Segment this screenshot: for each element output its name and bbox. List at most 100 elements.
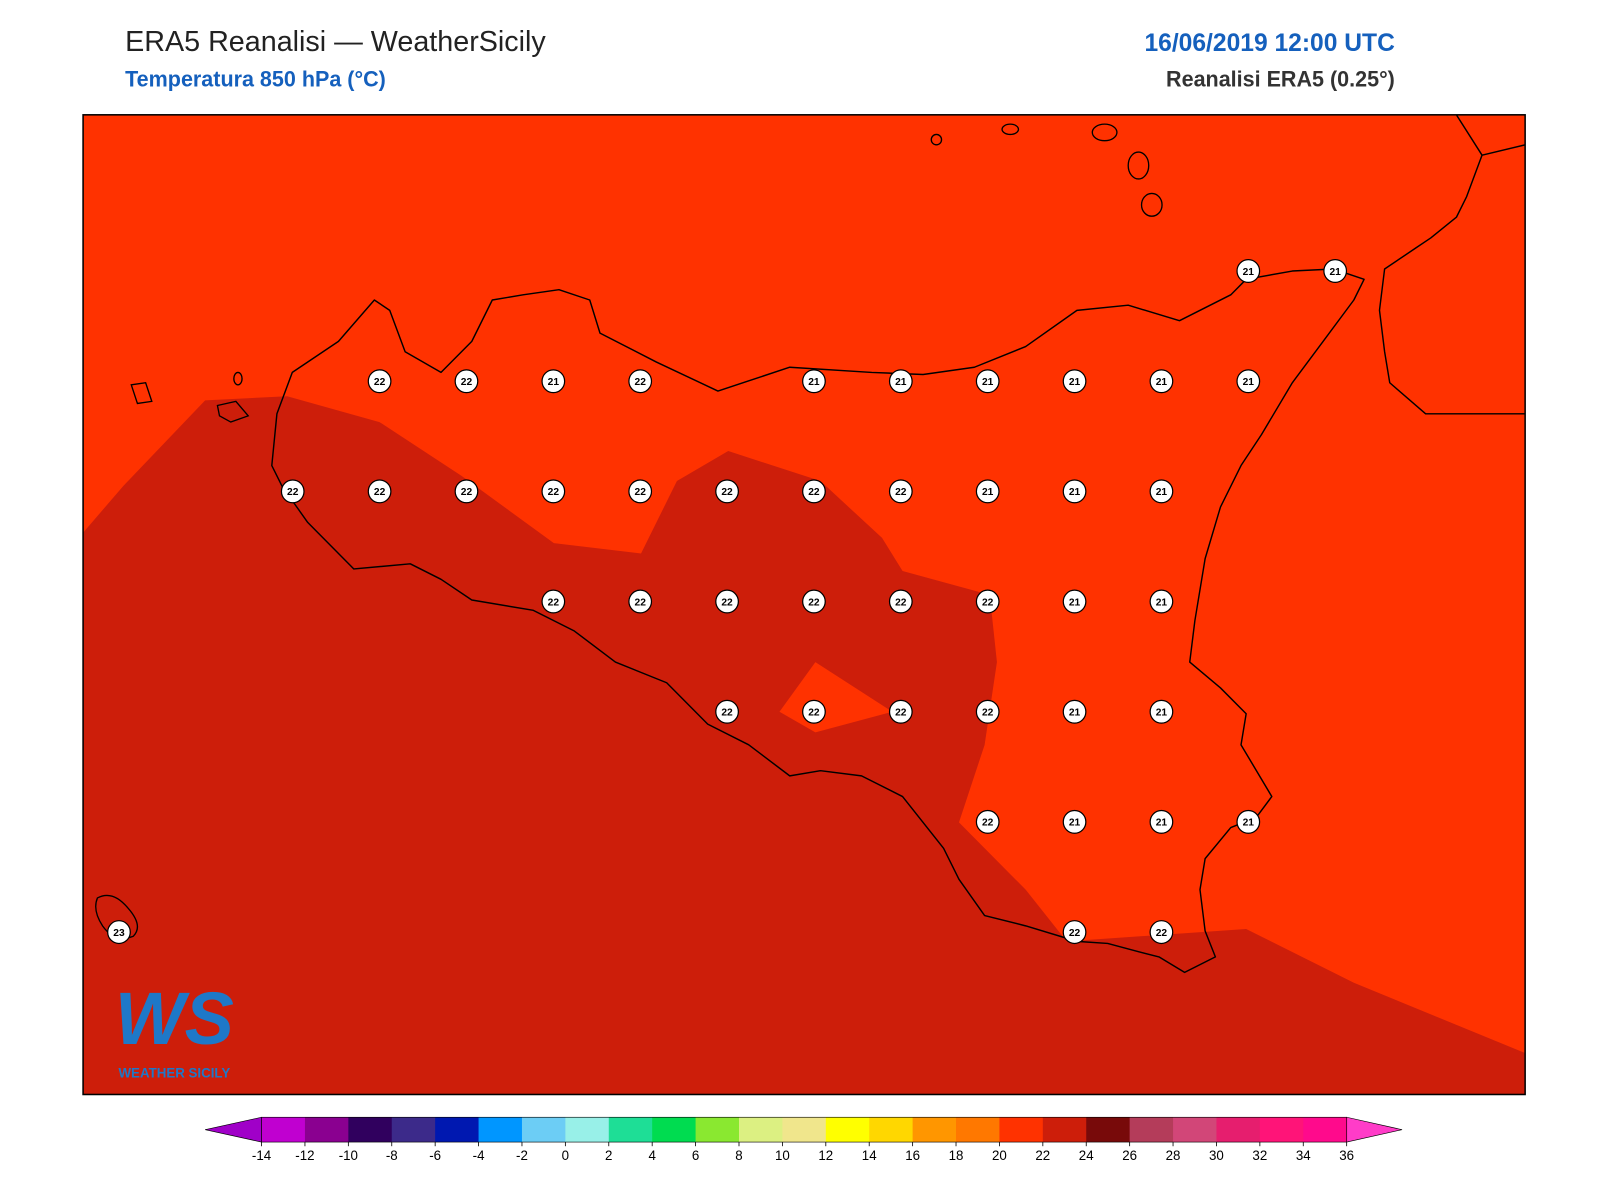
value-marker [1149, 809, 1174, 834]
colorbar-bin [695, 1117, 740, 1143]
value-marker [1062, 369, 1087, 394]
value-marker [888, 589, 913, 614]
island [1140, 192, 1163, 217]
colorbar-bin [912, 1117, 957, 1143]
value-label: 22 [895, 597, 907, 608]
value-label: 21 [808, 377, 820, 388]
colorbar-bin [1173, 1117, 1217, 1143]
value-label: 22 [634, 487, 646, 498]
value-marker [1062, 920, 1087, 945]
value-marker [1149, 699, 1174, 724]
value-label: 22 [461, 487, 473, 498]
colorbar-tick-label: 0 [562, 1148, 569, 1163]
value-label: 22 [982, 818, 994, 829]
value-label: 22 [548, 487, 560, 498]
colorbar-tick-label: -14 [252, 1148, 272, 1163]
value-marker [107, 920, 131, 945]
value-label: 22 [374, 487, 386, 498]
colorbar-bin [869, 1117, 914, 1143]
colorbar-extend [1346, 1116, 1403, 1143]
value-marker [1062, 809, 1087, 834]
value-marker [1149, 920, 1174, 945]
value-marker [975, 809, 1000, 834]
value-label: 22 [895, 707, 907, 718]
value-label: 22 [721, 487, 733, 498]
value-marker [715, 699, 739, 724]
value-marker [541, 369, 566, 394]
value-marker [802, 589, 826, 614]
colorbar-tick-label: -8 [386, 1148, 398, 1163]
value-marker [628, 369, 653, 394]
value-marker [975, 589, 1000, 614]
colorbar-tick-label: 8 [735, 1148, 742, 1163]
value-label: 21 [1156, 487, 1168, 498]
value-marker [541, 589, 566, 614]
value-marker [975, 369, 1000, 394]
value-marker [715, 479, 739, 504]
value-label: 22 [808, 597, 820, 608]
colorbar-bin [478, 1117, 523, 1143]
value-label: 21 [548, 377, 560, 388]
value-label: 22 [982, 597, 994, 608]
value-marker [888, 479, 913, 504]
value-marker [802, 479, 826, 504]
island [233, 371, 243, 386]
island [930, 133, 943, 146]
value-label: 22 [982, 707, 994, 718]
value-label: 21 [1243, 267, 1255, 278]
value-marker [1236, 259, 1261, 284]
colorbar-bin [1086, 1117, 1131, 1143]
value-label: 22 [895, 487, 907, 498]
value-label: 21 [1156, 377, 1168, 388]
value-label: 21 [1243, 377, 1255, 388]
island [1127, 151, 1150, 180]
colorbar-tick-label: 32 [1252, 1148, 1267, 1163]
value-label: 22 [721, 597, 733, 608]
colorbar-tick-label: 36 [1339, 1148, 1354, 1163]
colorbar-bin [1042, 1117, 1087, 1143]
value-label: 22 [808, 487, 820, 498]
value-marker [888, 699, 913, 724]
colorbar-tick-label: 10 [775, 1148, 790, 1163]
colorbar-bin [652, 1117, 697, 1143]
value-label: 22 [721, 707, 733, 718]
value-label: 22 [1069, 928, 1081, 939]
colorbar-tick-label: 22 [1035, 1148, 1050, 1163]
colorbar-outline [261, 1116, 1347, 1143]
colorbar-tick-label: -10 [339, 1148, 358, 1163]
colorbar-bin [435, 1117, 480, 1143]
colorbar: -14 -12 -10 -8 -6 -4 -2 0 2 4 6 8 10 12 14 16 18 20 22 24 26… [205, 1116, 1403, 1163]
value-marker [628, 589, 653, 614]
colorbar-bin [565, 1117, 610, 1143]
colorbar-tick-label: 12 [818, 1148, 833, 1163]
value-marker [541, 479, 566, 504]
value-marker [888, 369, 913, 394]
colorbar-tick-label: 34 [1296, 1148, 1311, 1163]
value-marker [1323, 259, 1348, 284]
value-label: 21 [982, 487, 994, 498]
colorbar-extend [205, 1116, 262, 1143]
island [216, 400, 250, 423]
colorbar-bin [391, 1117, 436, 1143]
station-values: 21 21 22 22 21 22 21 21 21 21 21 21 22 22 22 22 22 22 22 22… [107, 259, 1348, 945]
value-label: 22 [374, 377, 386, 388]
colorbar-bin [999, 1117, 1044, 1143]
colorbar-tick-label: 28 [1166, 1148, 1181, 1163]
colorbar-tick-label: 20 [992, 1148, 1007, 1163]
logo-name: WEATHER SICILY [118, 1065, 230, 1080]
value-label: 21 [1156, 818, 1168, 829]
island [95, 894, 139, 939]
logo-mark: WS [115, 977, 234, 1060]
colorbar-bin [608, 1117, 653, 1143]
colorbar-tick-label: 18 [949, 1148, 964, 1163]
island [1091, 123, 1118, 142]
coastline [271, 268, 1365, 974]
value-label: 21 [1069, 597, 1081, 608]
colorbar-tick-label: 24 [1079, 1148, 1094, 1163]
title: ERA5 Reanalisi — WeatherSicily [125, 26, 546, 58]
value-label: 21 [1069, 818, 1081, 829]
value-label: 21 [1243, 818, 1255, 829]
contour-fill [83, 396, 1526, 1095]
colorbar-bin [1129, 1117, 1174, 1143]
